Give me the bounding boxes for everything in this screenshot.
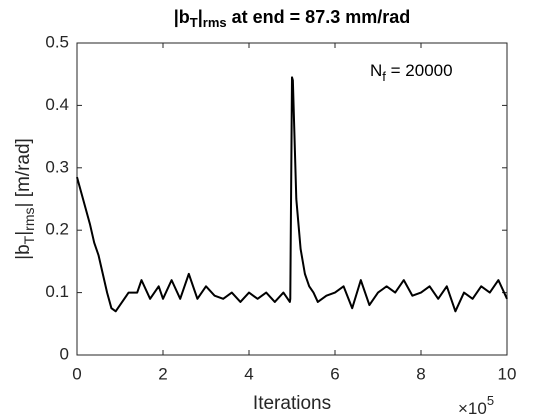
chart-title: |bT|rms at end = 87.3 mm/rad [174, 7, 410, 31]
y-tick-label: 0 [60, 344, 69, 363]
ylabel-part: |b [13, 244, 34, 260]
annotation: Nf = 20000 [370, 61, 453, 84]
ylabel-part: | [m/rad] [13, 138, 34, 207]
x-axis-label: Iterations [253, 393, 331, 414]
y-tick-label: 0.3 [45, 157, 69, 176]
x-tick-label: 2 [158, 364, 167, 383]
annotation-part: N [370, 61, 382, 80]
y-tick-label: 0.4 [45, 95, 69, 114]
x-tick-label: 4 [244, 364, 253, 383]
x-tick-label: 0 [72, 364, 81, 383]
y-tick-label: 0.5 [45, 32, 69, 51]
y-tick-label: 0.1 [45, 282, 69, 301]
y-axis-label: |bT|rms| [m/rad] [13, 138, 37, 260]
x-tick-label: 10 [498, 364, 517, 383]
title-part: | [198, 7, 203, 27]
annotation-part: f [382, 69, 386, 84]
exponent-power: 5 [487, 393, 494, 408]
x-exponent: ×105 [458, 393, 494, 418]
title-part: at end = 87.3 mm/rad [227, 7, 411, 27]
x-tick-label: 6 [330, 364, 339, 383]
exponent-base: ×10 [458, 399, 487, 418]
ylabel-part: | [13, 231, 34, 236]
ylabel-part: rms [21, 208, 37, 231]
title-part: rms [203, 15, 227, 30]
title-part: T [190, 15, 198, 30]
annotation-part: = 20000 [386, 61, 453, 80]
title-part: |b [174, 7, 190, 27]
y-tick-label: 0.2 [45, 220, 69, 239]
x-tick-label: 8 [416, 364, 425, 383]
ylabel-part: T [21, 235, 37, 244]
data-line [76, 76, 508, 313]
